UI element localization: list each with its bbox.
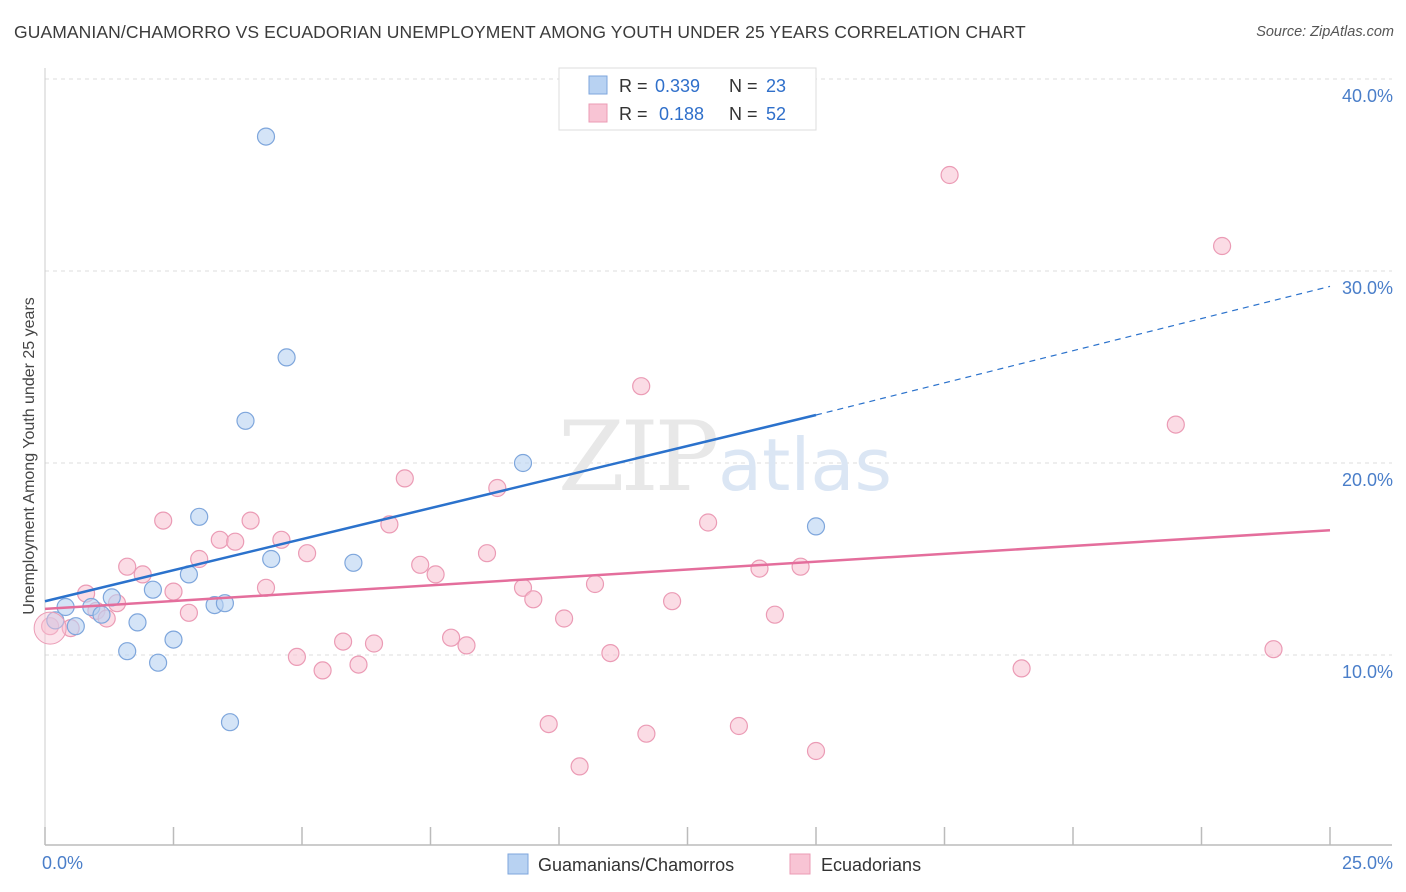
ecuadorian-point-6 [118,557,137,576]
ecuadorian-point-25 [411,555,430,574]
ecuadorian-point-33 [539,714,558,734]
ecuadorian-point-34 [554,609,574,628]
guamanian-point-18 [262,549,281,569]
legend-swatch-guamanians [588,75,608,95]
ecuadorian-point-44 [765,605,785,624]
ecuadorian-point-36 [585,574,605,594]
chart-title: GUAMANIAN/CHAMORRO VS ECUADORIAN UNEMPLO… [14,22,1026,42]
ecuadorian-point-51 [1264,640,1283,659]
legend-r-value-2: 0.188 [659,104,704,124]
ecuadorian-point-18 [298,544,317,563]
ecuadorian-point-12 [210,530,229,549]
ecuadorian-point-47 [940,165,959,185]
x-tick-label-0: 0.0% [42,853,83,873]
watermark: ZIP atlas [558,401,892,513]
guamanian-point-2 [66,617,85,636]
grid [45,78,1392,656]
ecuadorian-point-38 [632,377,651,396]
legend-n-value-1: 23 [766,76,786,96]
legend-n-label-2: N = [729,104,758,124]
ecuadorian-point-8 [154,511,173,530]
guamanian-point-21 [513,453,533,473]
ecuadorian-point-24 [395,469,414,488]
ecuadorian-point-43 [750,559,769,578]
ecuadorian-point-15 [256,578,276,597]
points [33,127,1283,776]
chart-source: Source: ZipAtlas.com [1256,24,1394,40]
guamanian-point-22 [806,517,826,536]
bottom-legend-swatch-ecuadorians [789,853,811,875]
watermark-atlas: atlas [718,423,892,507]
guamanian-point-12 [190,507,209,526]
guamanian-point-6 [118,642,137,661]
guamanian-point-16 [236,411,255,430]
ecuadorian-point-17 [287,647,306,667]
ecuadorian-point-9 [164,582,183,601]
guamanian-point-7 [128,613,147,632]
guamanian-point-9 [149,653,168,672]
ecuadorian-point-20 [334,632,353,651]
y-tick-label-2: 30.0% [1342,278,1393,298]
axes [44,68,1392,846]
ecuadorian-point-19 [313,661,332,680]
ecuadorian-point-37 [601,643,620,663]
ecuadorian-point-10 [179,603,198,622]
ecuadorian-point-35 [570,757,589,776]
guamanian-trendline-extension [815,285,1331,416]
y-tick-label-1: 20.0% [1342,470,1393,490]
ecuadorian-point-41 [698,513,718,532]
ecuadorian-point-42 [729,716,749,736]
ecuadorian-point-48 [1012,659,1031,678]
ecuadorian-point-13 [226,532,245,551]
ecuadorian-point-32 [524,590,543,609]
tick-labels: 10.0% 20.0% 30.0% 40.0% 0.0% 25.0% [42,86,1393,873]
ecuadorian-point-45 [791,557,810,576]
ecuadorian-point-40 [662,592,682,611]
trendlines [44,285,1331,611]
x-tick-label-1: 25.0% [1342,853,1393,873]
stats-legend: R = 0.339 N = 23 R = 0.188 N = 52 [558,67,817,131]
ecuadorian-point-29 [477,544,497,563]
legend-n-label-1: N = [729,76,758,96]
legend-r-label-1: R = [619,76,648,96]
ecuadorian-point-28 [457,636,476,655]
bottom-legend-label-guamanians: Guamanians/Chamorros [538,855,734,875]
ecuadorian-point-27 [442,628,461,647]
series-legend: Guamanians/Chamorros Ecuadorians [507,853,921,875]
ecuadorian-point-21 [349,655,368,674]
ecuadorian-trendline [44,528,1331,611]
legend-r-value-1: 0.339 [655,76,700,96]
ecuadorian-point-49 [1166,415,1185,434]
y-tick-label-0: 10.0% [1342,662,1393,682]
ecuadorian-point-50 [1212,236,1232,256]
legend-swatch-ecuadorians [588,103,608,123]
y-tick-label-3: 40.0% [1342,86,1393,106]
guamanian-trendline [44,413,817,603]
bottom-legend-label-ecuadorians: Ecuadorians [821,855,921,875]
bottom-legend-swatch-guamanians [507,853,529,875]
guamanian-point-19 [277,348,296,367]
ecuadorian-point-14 [241,511,260,530]
ecuadorian-point-39 [637,724,656,743]
y-axis-label: Unemployment Among Youth under 25 years [21,297,38,615]
ecuadorian-point-46 [806,741,826,761]
guamanian-point-15 [220,713,240,732]
legend-n-value-2: 52 [766,104,786,124]
ecuadorian-point-cluster [33,611,67,645]
guamanian-point-20 [344,553,363,572]
guamanian-point-8 [143,580,162,599]
ecuadorian-point-26 [426,565,445,584]
ecuadorian-point-22 [364,634,384,653]
guamanian-point-4 [92,605,111,624]
guamanian-point-10 [164,630,183,649]
legend-r-label-2: R = [619,104,648,124]
guamanian-point-17 [256,127,276,146]
